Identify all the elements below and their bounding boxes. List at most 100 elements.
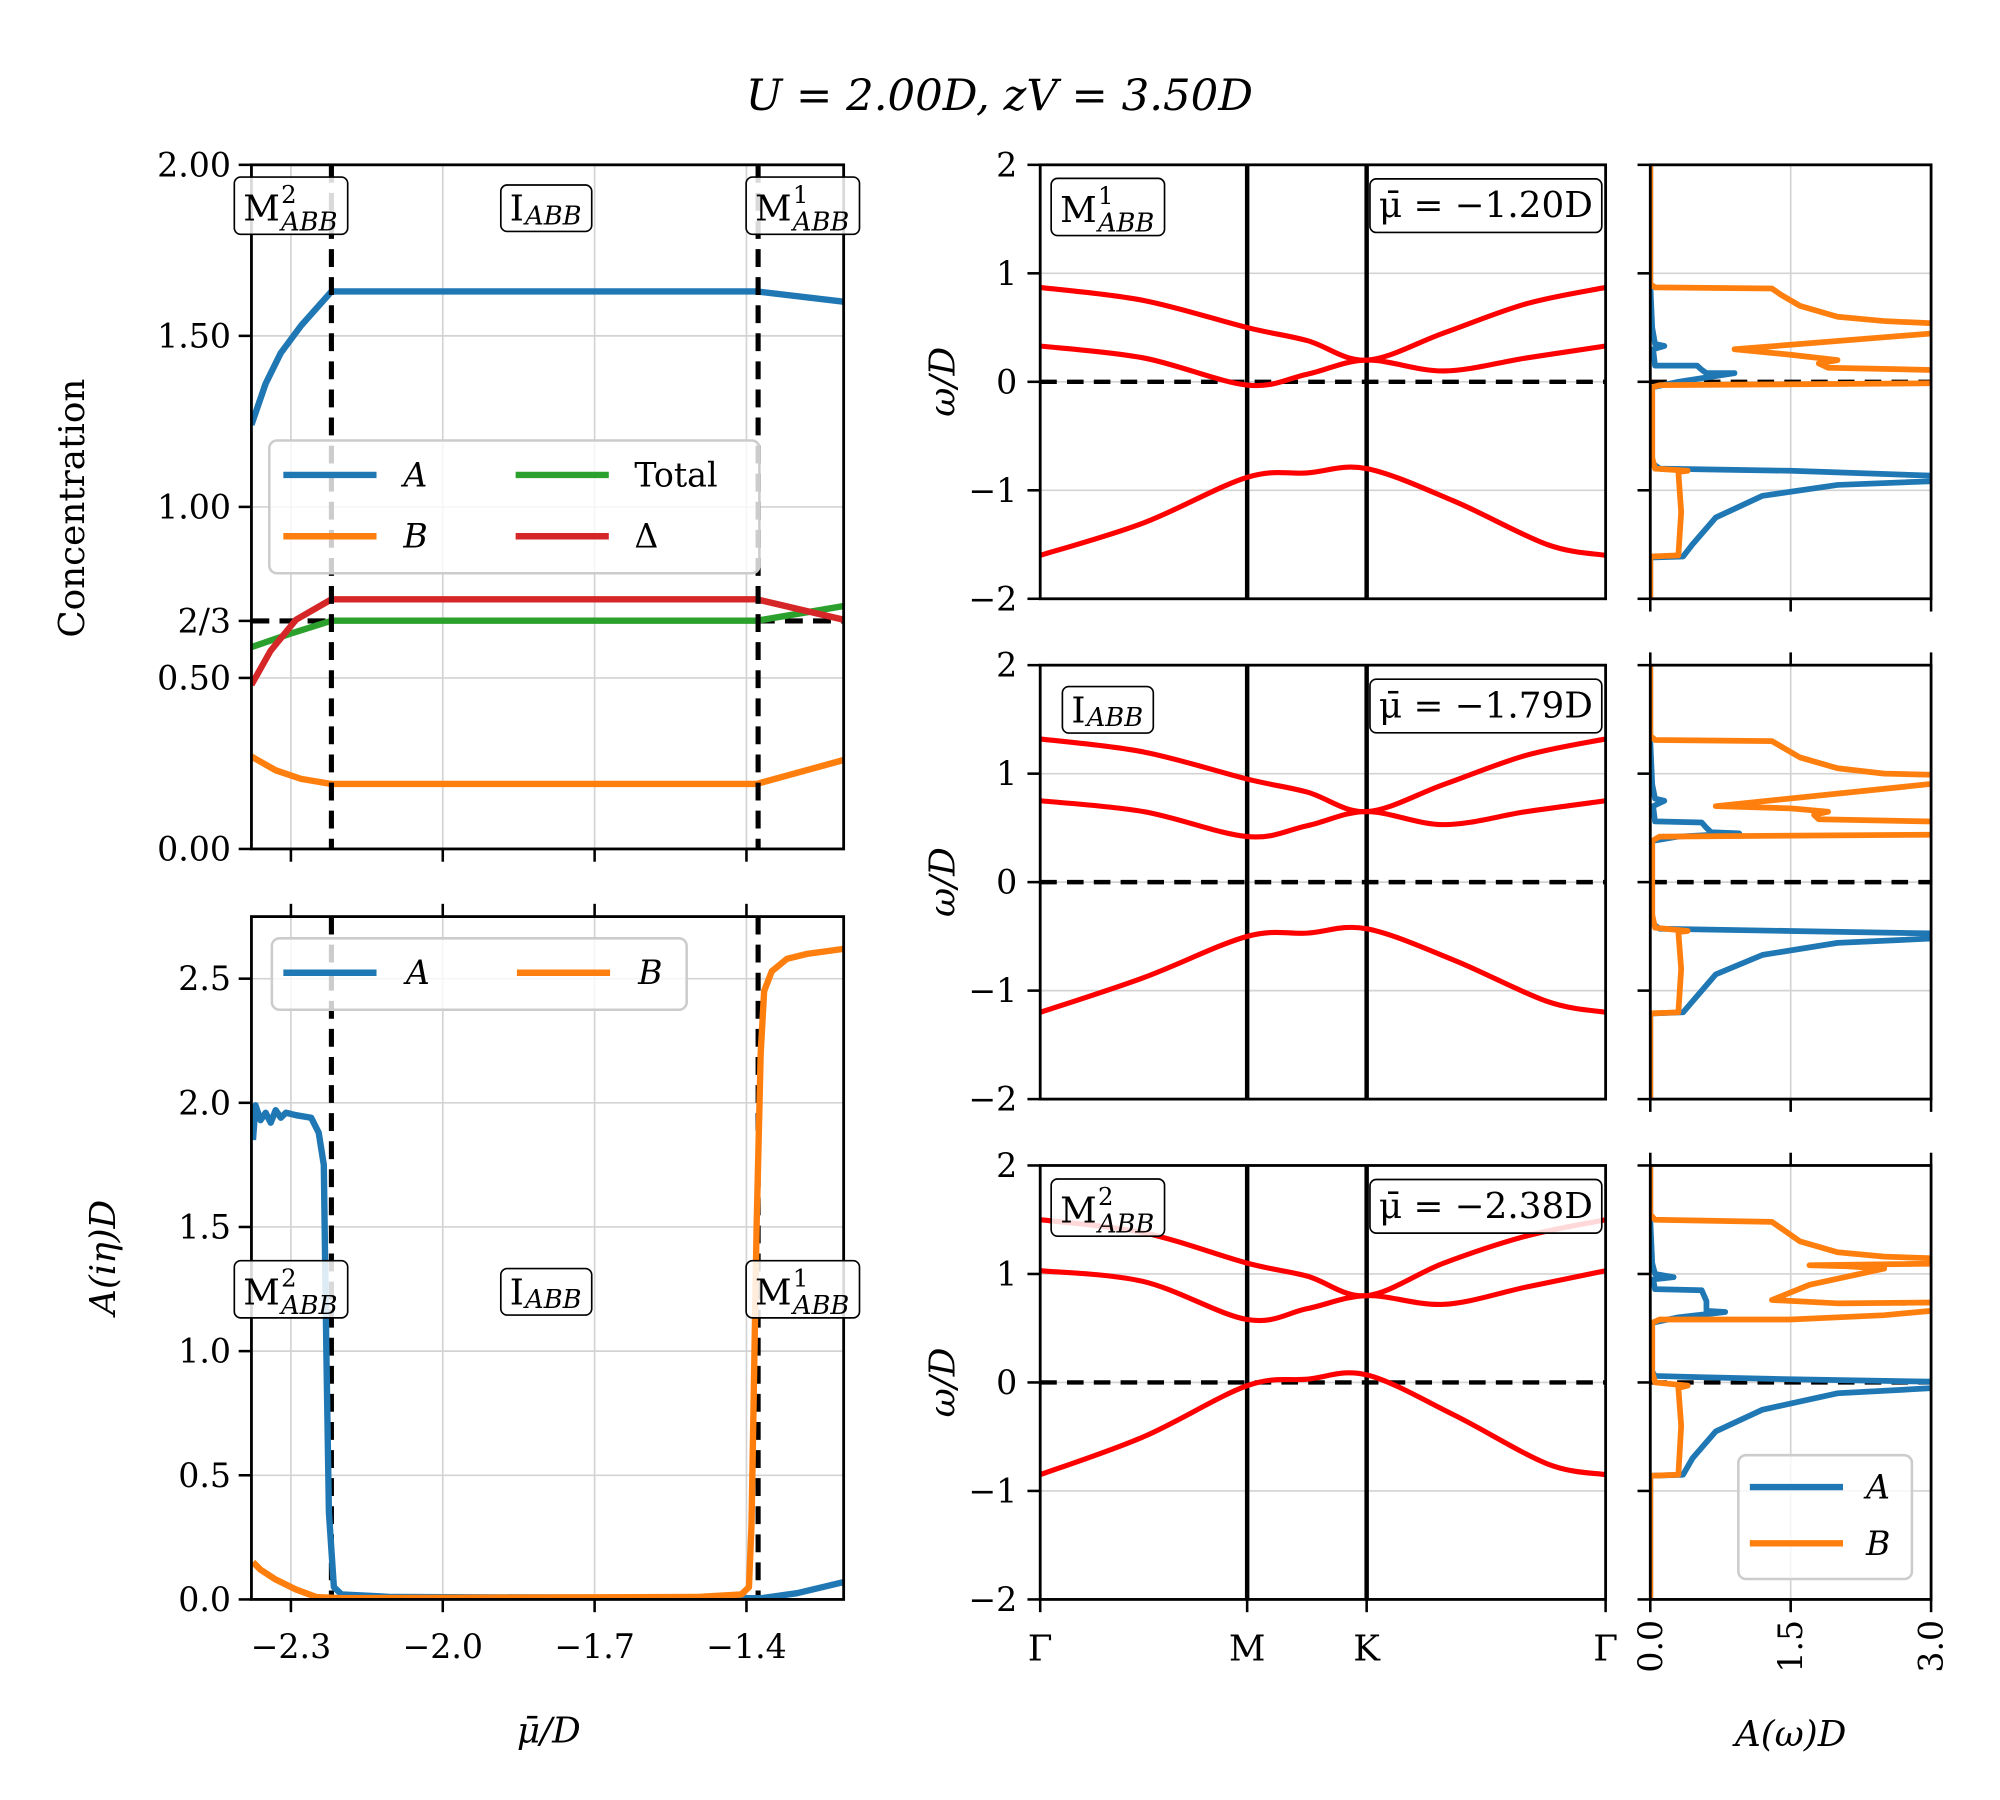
band-curve (1040, 736, 1606, 815)
tick-label: 2/3 (178, 601, 231, 640)
chemical-potential-label: μ̄ = −1.20D (1369, 178, 1603, 234)
label-base: I (1071, 690, 1085, 731)
legend-item: A (283, 953, 430, 992)
k-tick-label: K (1353, 1629, 1381, 1670)
spectral-function-panel (1637, 652, 1933, 1112)
y-axis-label: ω/D (923, 347, 964, 417)
tick-label: −1.4 (706, 1627, 787, 1666)
label-box (1050, 1178, 1166, 1238)
label-sub: ABB (523, 201, 581, 231)
tick-label: 2 (996, 145, 1017, 184)
dos-b (1650, 164, 1932, 599)
legend-item: Total (515, 455, 718, 494)
label-box (233, 176, 349, 236)
band-curve (1040, 343, 1606, 389)
spectral-function-panel: 0.0 1.5 3.0 A(ω)D AB (1631, 1152, 1951, 1755)
k-tick-label: Γ (1593, 1629, 1618, 1670)
legend-label: Total (634, 455, 717, 494)
mu-value: μ̄ = −1.20D (1379, 185, 1593, 226)
tick-label: −1 (968, 1471, 1017, 1510)
label-sup: 2 (281, 1263, 296, 1292)
band-structure-panel: −2 −1 0 1 2 ω/D I ABB μ̄ = −1.79D (923, 646, 1608, 1119)
legend-item: A (283, 455, 427, 494)
k-tick-label: M (1229, 1629, 1266, 1670)
tick-label: 0.0 (1631, 1620, 1670, 1673)
tick-label: 0 (996, 863, 1017, 902)
spectral-function-panel (1637, 163, 1933, 612)
legend-item: B (1749, 1524, 1890, 1563)
tick-label: 0 (996, 1363, 1017, 1402)
label-base: M (243, 1272, 280, 1313)
tick-label: 1.50 (157, 316, 231, 355)
series-a (251, 288, 844, 426)
tick-label: −2.0 (402, 1627, 483, 1666)
label-box (745, 1259, 861, 1319)
band-curve (1040, 1370, 1606, 1478)
y-axis-label: Concentration (52, 379, 93, 638)
tick-label: 1.0 (178, 1332, 231, 1371)
label-base: I (510, 189, 524, 230)
label-sub: ABB (791, 1291, 849, 1321)
tick-label: 1 (996, 1254, 1017, 1293)
band-curve (1040, 924, 1606, 1015)
tick-label: 1 (996, 254, 1017, 293)
label-base: M (755, 189, 792, 230)
dos-b (1650, 1165, 1932, 1600)
label-sub: ABB (279, 1291, 337, 1321)
series-total (251, 602, 844, 651)
tick-label: −2 (968, 579, 1017, 618)
axes-frame (250, 163, 846, 851)
axes-frame (1038, 163, 1608, 601)
tick-label: 1 (996, 754, 1017, 793)
tick-label: −1.7 (554, 1627, 635, 1666)
label-base: M (755, 1272, 792, 1313)
phase-label: I ABB (499, 184, 593, 233)
tick-label: −1 (968, 471, 1017, 510)
label-sup: 2 (281, 180, 296, 209)
axes-frame (250, 915, 846, 1601)
label-base: I (510, 1272, 524, 1313)
legend-frame (270, 937, 688, 1012)
legend: AB (1737, 1453, 1914, 1581)
label-sub: ABB (523, 1285, 581, 1315)
band-curve (1040, 1268, 1606, 1324)
tick-label: 1.5 (1771, 1620, 1810, 1673)
band-curve (1040, 798, 1606, 840)
band-curve (1040, 464, 1606, 558)
legend-item: B (516, 953, 663, 992)
x-axis-label: A(ω)D (1732, 1714, 1846, 1755)
legend-label: Δ (634, 517, 658, 556)
label-box (745, 176, 861, 236)
y-axis-label: ω/D (923, 847, 964, 917)
label-box (499, 184, 593, 233)
figure-title: U = 2.00D, zV = 3.50D (746, 71, 1253, 121)
tick-label: 2.0 (178, 1083, 231, 1122)
label-sup: 1 (793, 180, 808, 209)
label-sup: 1 (1098, 181, 1113, 210)
mu-value: μ̄ = −1.79D (1379, 685, 1593, 726)
series-b (251, 945, 844, 1600)
legend-label: B (402, 517, 427, 556)
tick-label: 1.00 (157, 487, 231, 526)
chemical-potential-label: μ̄ = −2.38D (1369, 1178, 1603, 1234)
tick-label: 0.50 (157, 658, 231, 697)
label-sub: ABB (1096, 1209, 1154, 1239)
tick-label: 2 (996, 1146, 1017, 1185)
label-base: M (243, 189, 280, 230)
label-sub: ABB (279, 207, 337, 237)
series-b (251, 753, 844, 788)
chemical-potential-label: μ̄ = −1.79D (1369, 678, 1603, 734)
legend-label: A (1863, 1468, 1890, 1507)
label-box (1369, 1178, 1603, 1234)
legend-label: B (1865, 1524, 1890, 1563)
label-box (1061, 685, 1155, 734)
label-box (1369, 678, 1603, 734)
fermi-spectral-weight-plot: −2.3 −2.0 −1.7 −1.4 0.0 0.5 1.0 1.5 2.0 2.5 μ̄/D A(… (83, 903, 861, 1751)
